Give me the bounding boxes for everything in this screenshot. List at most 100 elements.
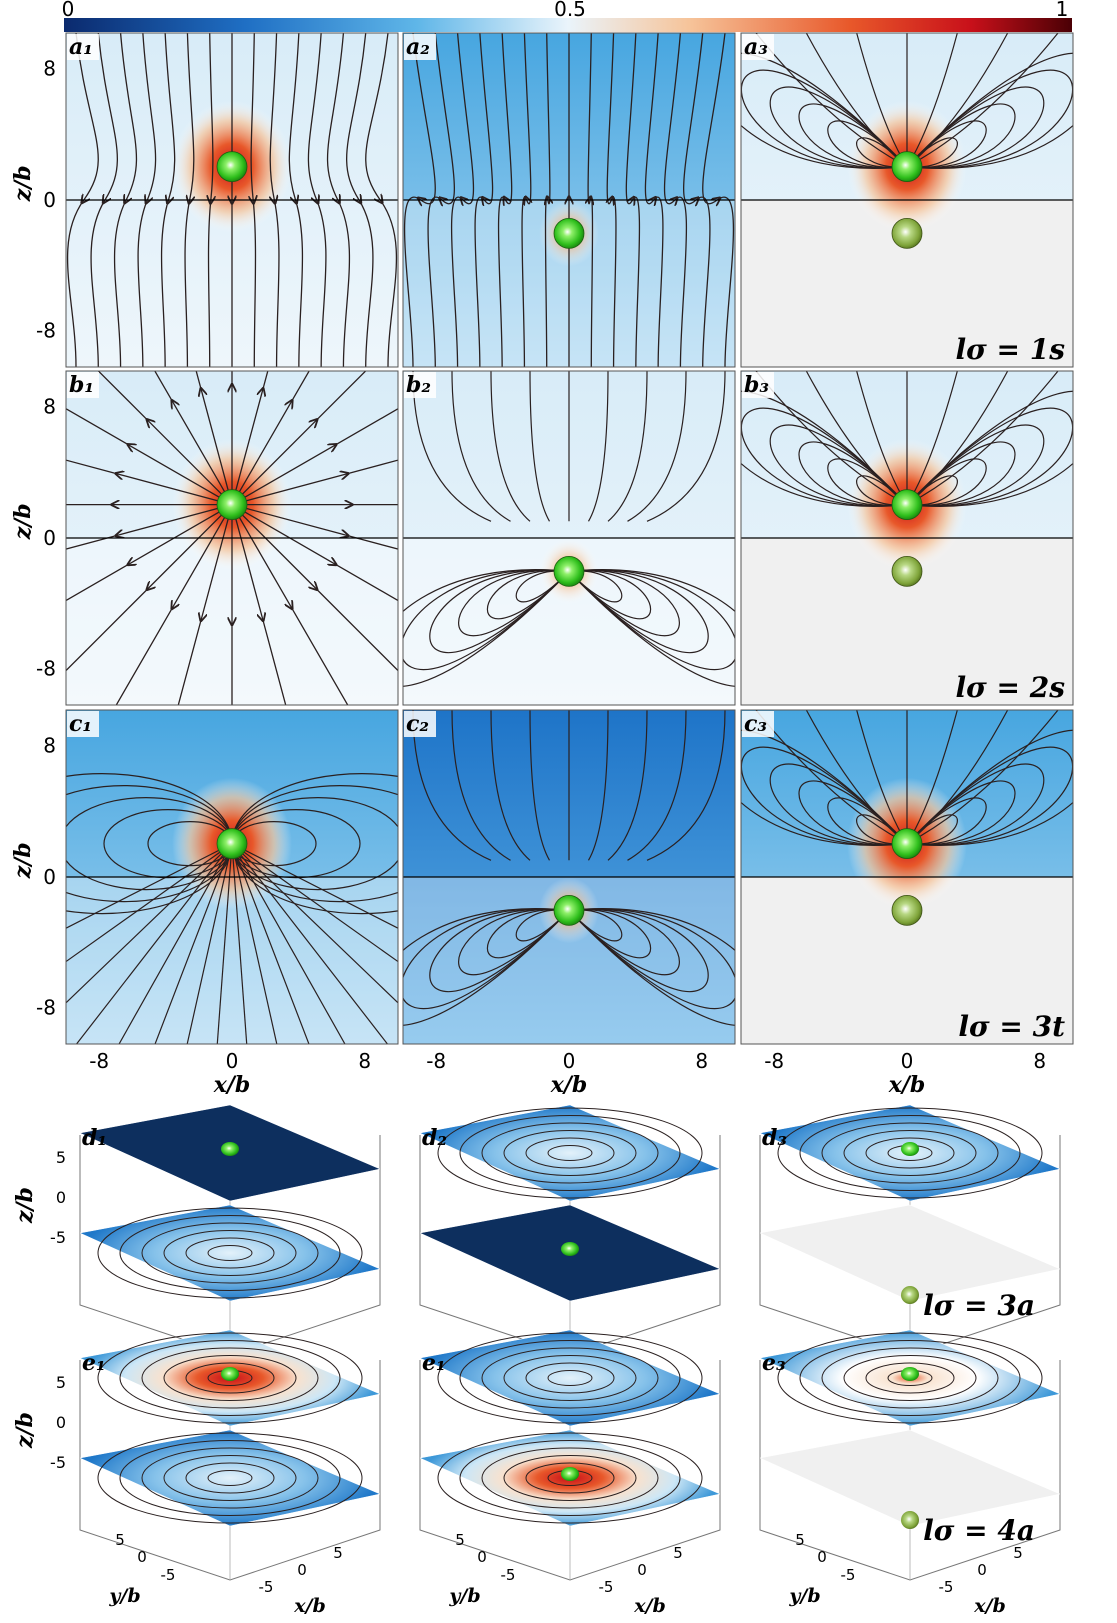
sphere [216,151,248,183]
sphere [553,895,585,926]
field-loop [437,1107,703,1199]
streamlines [403,371,735,687]
streamline [451,371,511,522]
z-tick: 0 [56,1188,66,1207]
streamline-loop [906,424,1045,507]
streamline-loop [403,908,570,1026]
panel-label: c₃ [744,711,767,737]
streamline-loop [906,69,1073,169]
label-backdrop [742,34,774,60]
y-tick: 0 [137,1548,147,1566]
z-tick: -5 [50,1228,66,1247]
field-loop [141,1347,319,1409]
streamline [646,710,726,861]
x-tick: 0 [226,1049,239,1073]
y-tick: 0 [817,1548,827,1566]
streamline-loop [568,908,709,993]
field-loop [459,1115,681,1191]
field-loop [865,1137,955,1169]
streamline-loop [741,390,908,507]
streamline [451,710,511,861]
z-axis-label: z/b [12,1187,38,1224]
field-loop [97,1432,363,1524]
panel-frame [740,370,1074,706]
x-tick: -5 [939,1578,954,1596]
streamline [231,843,398,963]
sphere-image [901,1511,919,1529]
field-plane [79,1429,381,1527]
field-loop [547,1145,593,1161]
y-tick: 5 [115,1531,125,1549]
panel-frame [402,32,736,368]
field-loop [821,1122,999,1184]
streamline-loop [568,908,735,1010]
streamline [755,371,908,506]
streamline [587,710,609,861]
sphere-image [891,895,923,926]
panel-label: d₁ [82,1125,107,1151]
streamlines [403,710,735,1026]
panel-b₂: b₂ [402,370,736,706]
field-loop [799,1115,1021,1191]
streamline-loop [568,569,735,671]
field-loop [799,1340,1021,1416]
streamline [195,371,233,505]
y-tick: -5 [161,1566,176,1584]
streamline [231,408,398,506]
x-axis-label: x/b [213,1072,251,1098]
z-axis-label: z/b [10,165,36,202]
panel-label: e₁ [422,1350,446,1376]
panel-b₃: b₃ lσ = 2s [740,370,1074,706]
label-backdrop [404,372,436,398]
streamline-loop [906,763,1045,846]
streamline [231,371,269,505]
streamline [231,843,278,1044]
streamline-loop [486,570,570,620]
colorbar-mid-label: 0.5 [554,0,586,21]
x-axis-label: x/b [293,1595,326,1617]
streamline [231,504,287,705]
field-loop [843,1355,977,1401]
streamline-loop [906,746,1073,846]
order-note: lσ = 4a [923,1514,1035,1547]
x-tick: 8 [358,1049,371,1073]
streamline [216,843,233,1044]
sphere [216,489,248,521]
streamline-loop [906,86,1045,169]
x-tick: 8 [1033,1049,1046,1073]
field-loop [547,1370,593,1386]
x-tick: -5 [259,1578,274,1596]
streamlines [741,33,1073,169]
streamline-loop [798,441,908,507]
x-tick: 0 [563,1049,576,1073]
order-note: lσ = 1s [956,333,1066,366]
z-tick: 8 [43,733,56,757]
streamline-loop [458,569,570,637]
streamline [177,504,233,705]
field-loop [503,1455,637,1501]
x-axis-label: x/b [888,1072,926,1098]
streamline-loop [486,909,570,959]
streamline-loop [741,746,908,846]
panel-d₂: d₂ [419,1104,721,1356]
field-loop [119,1215,341,1291]
panel-a₃: a₃ lσ = 1s [740,32,1074,368]
streamline-loop [906,120,987,168]
field-loop [163,1355,297,1401]
field-loop [437,1432,703,1524]
streamline-loop [568,908,735,1026]
x-tick: -8 [89,1049,109,1073]
streamline [186,843,233,1044]
panel-a₁: a₁ 8 0 -8 z/b [10,32,399,368]
streamline [66,408,233,506]
label-backdrop [67,372,99,398]
streamline [66,504,233,602]
streamline [607,371,648,522]
x-axis-label: x/b [973,1595,1006,1617]
field-loop [163,1230,297,1276]
field-loop [437,1332,703,1424]
streamline-loop [458,908,570,976]
streamline [66,459,233,506]
